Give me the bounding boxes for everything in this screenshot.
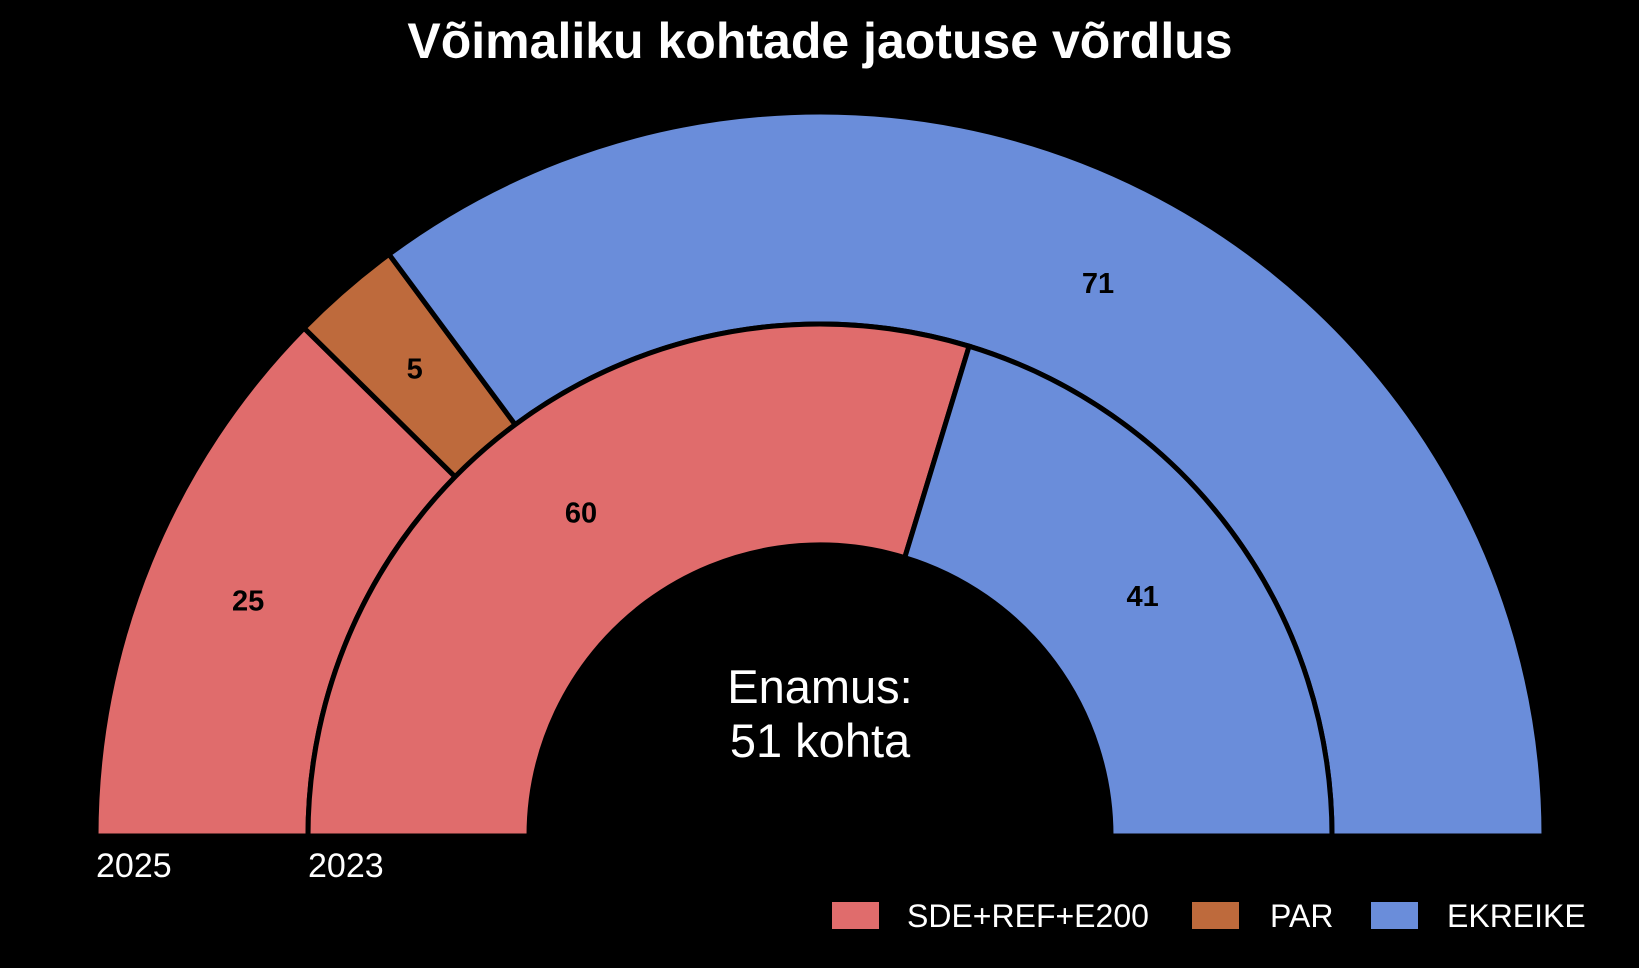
legend-label-sde-ref-e200: SDE+REF+E200: [907, 898, 1149, 934]
ring-year-labels: 2025 2023: [96, 847, 384, 885]
segment-value-2025-par: 5: [407, 354, 423, 386]
ring-label-2025: 2025: [96, 847, 172, 885]
legend-label-ekreike: EKREIKE: [1447, 898, 1586, 934]
segment-labels-group: 25 5 71 60 41: [232, 268, 1159, 618]
legend: SDE+REF+E200 PAR EKREIKE: [832, 898, 1586, 934]
legend-swatch-par: [1192, 902, 1239, 929]
segment-value-2025-ekreike: 71: [1082, 268, 1114, 300]
majority-value: 51 kohta: [730, 714, 911, 767]
segment-value-2023-sde-ref-e200: 60: [565, 497, 597, 529]
chart-title: Võimaliku kohtade jaotuse võrdlus: [407, 13, 1232, 69]
legend-label-par: PAR: [1270, 898, 1333, 934]
legend-swatch-ekreike: [1371, 902, 1418, 929]
rings-group: [93, 109, 1547, 839]
segment-2023-ekreike: [901, 343, 1335, 839]
ring-label-2023: 2023: [308, 847, 384, 885]
legend-swatch-sde-ref-e200: [832, 902, 879, 929]
segment-value-2023-ekreike: 41: [1126, 581, 1158, 613]
majority-label: Enamus:: [727, 660, 912, 713]
majority-note: Enamus: 51 kohta: [727, 660, 912, 767]
segment-value-2025-sde-ref-e200: 25: [232, 586, 264, 618]
segment-2023-sde-ref-e200: [305, 321, 973, 839]
